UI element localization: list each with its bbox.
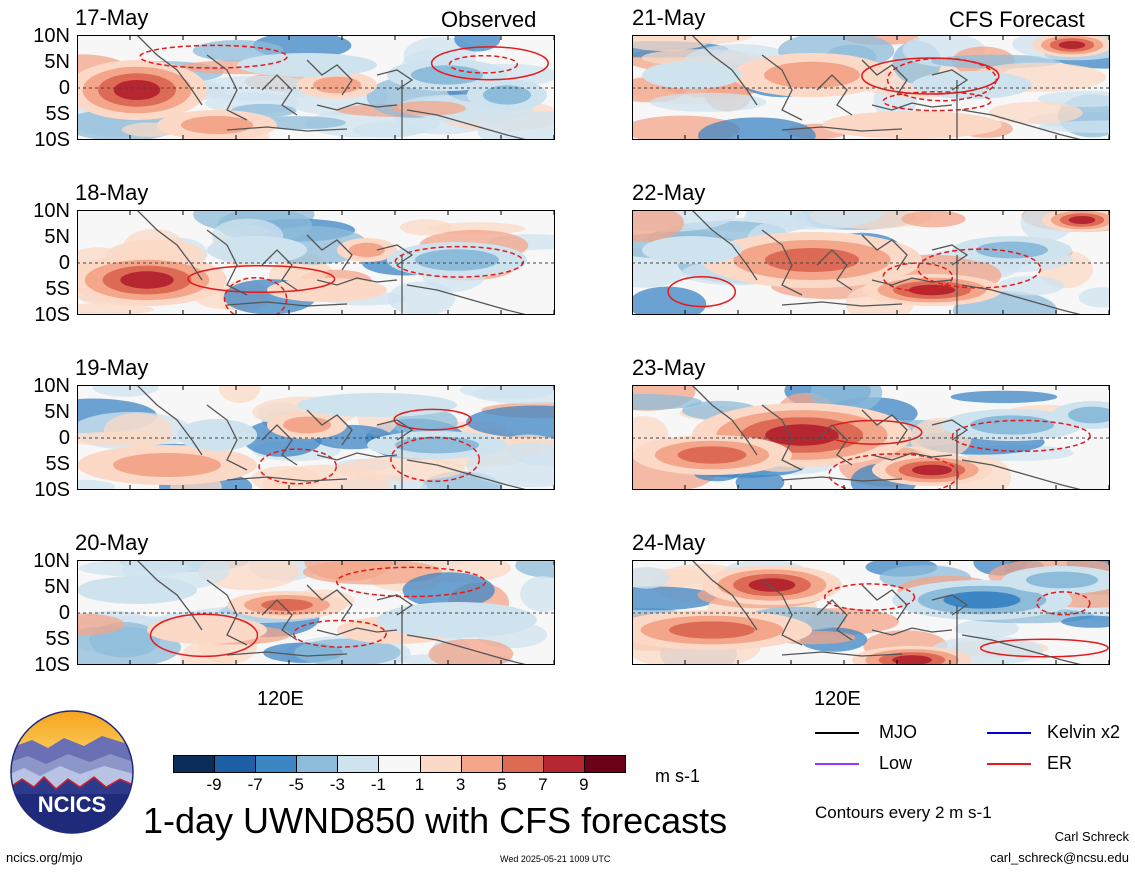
map-panel-18-may	[77, 210, 555, 315]
panel-3-date: 19-May	[75, 355, 149, 380]
legend-line-kelvin	[987, 732, 1031, 734]
lat-label-eq: 0	[58, 602, 70, 624]
legend-label-er: ER	[1047, 753, 1073, 773]
lat-label-10s: 10S	[34, 129, 70, 151]
lat-label-10s: 10S	[34, 479, 70, 501]
footer-timestamp: Wed 2025-05-21 1009 UTC	[500, 854, 611, 864]
map-panel-21-may	[632, 35, 1110, 140]
lat-label-eq: 0	[58, 252, 70, 274]
colorbar-box	[542, 755, 585, 773]
legend-line-low	[815, 763, 859, 765]
lon-label-right: 120E	[814, 688, 861, 710]
lat-label-5s: 5S	[45, 103, 70, 125]
colorbar-box	[419, 755, 462, 773]
colorbar-box	[583, 755, 626, 773]
map-field	[632, 560, 1110, 665]
legend-line-er	[987, 763, 1031, 765]
colorbar-label: -9	[206, 775, 222, 794]
legend-line-mjo	[815, 732, 859, 734]
panel-5-tag: CFS Forecast	[949, 7, 1085, 32]
footer-url: ncics.org/mjo	[6, 850, 83, 865]
panel-1-tag: Observed	[441, 7, 537, 32]
logo-text: NCICS	[38, 792, 106, 817]
map-field	[77, 385, 555, 490]
lat-label-10s: 10S	[34, 304, 70, 326]
colorbar-label: 9	[579, 775, 589, 794]
colorbar-box	[214, 755, 257, 773]
panel-4-date: 20-May	[75, 530, 149, 555]
legend-label-low: Low	[879, 753, 913, 773]
colorbar-label: -7	[247, 775, 263, 794]
colorbar-box	[173, 755, 216, 773]
map-field	[77, 210, 555, 315]
panel-5-date: 21-May	[632, 5, 706, 30]
legend-note: Contours every 2 m s-1	[815, 803, 992, 822]
lat-label-5n: 5N	[44, 576, 70, 598]
panel-8-date: 24-May	[632, 530, 706, 555]
panel-2-date: 18-May	[75, 180, 149, 205]
map-panel-22-may	[632, 210, 1110, 315]
map-panel-24-may	[632, 560, 1110, 665]
lat-label-eq: 0	[58, 427, 70, 449]
colorbar-label: 3	[455, 775, 466, 794]
lat-label-5s: 5S	[45, 278, 70, 300]
colorbar-label: -5	[288, 775, 304, 794]
colorbar-box	[337, 755, 380, 773]
colorbar-label: 1	[414, 775, 425, 794]
colorbar-unit: m s-1	[655, 766, 700, 786]
lat-label-10n: 10N	[33, 375, 70, 397]
map-panel-23-may	[632, 385, 1110, 490]
panel-7-date: 23-May	[632, 355, 706, 380]
ncics-logo-icon: NCICS	[10, 710, 134, 834]
colorbar-label: -1	[370, 775, 387, 794]
map-panel-19-may	[77, 385, 555, 490]
lat-label-10s: 10S	[34, 654, 70, 676]
colorbar-box	[501, 755, 544, 773]
map-field	[77, 35, 555, 140]
map-field	[77, 560, 555, 665]
lat-label-10n: 10N	[33, 550, 70, 572]
colorbar-label: 7	[538, 775, 548, 794]
panel-1-date: 17-May	[75, 5, 149, 30]
legend-label-kelvin: Kelvin x2	[1047, 722, 1121, 742]
colorbar-box	[378, 755, 421, 773]
map-field	[632, 35, 1110, 140]
ncics-logo: NCICS	[10, 710, 134, 834]
lon-label-left: 120E	[257, 688, 304, 710]
map-panel-20-may	[77, 560, 555, 665]
lat-label-5n: 5N	[44, 226, 70, 248]
lat-label-5n: 5N	[44, 51, 70, 73]
lat-label-10n: 10N	[33, 200, 70, 222]
footer-email: carl_schreck@ncsu.edu	[990, 850, 1129, 865]
map-field	[632, 210, 1110, 315]
colorbar-label: -3	[329, 775, 345, 794]
map-panel-17-may	[77, 35, 555, 140]
legend: MJO Kelvin x2 Low ER	[815, 720, 1135, 780]
lat-label-5s: 5S	[45, 453, 70, 475]
colorbar-box	[255, 755, 298, 773]
map-field	[632, 385, 1110, 490]
main-title: 1-day UWND850 with CFS forecasts	[143, 800, 728, 841]
panel-6-date: 22-May	[632, 180, 706, 205]
colorbar: -9 -7 -5 -3 -1 1 3 5 7 9	[173, 755, 626, 795]
legend-label-mjo: MJO	[879, 722, 917, 742]
footer-author: Carl Schreck	[1054, 829, 1129, 844]
lat-label-5s: 5S	[45, 628, 70, 650]
lat-label-10n: 10N	[33, 25, 70, 47]
colorbar-box	[296, 755, 339, 773]
colorbar-box	[460, 755, 503, 773]
colorbar-label: 5	[496, 775, 507, 794]
lat-label-eq: 0	[58, 77, 70, 99]
lat-label-5n: 5N	[44, 401, 70, 423]
